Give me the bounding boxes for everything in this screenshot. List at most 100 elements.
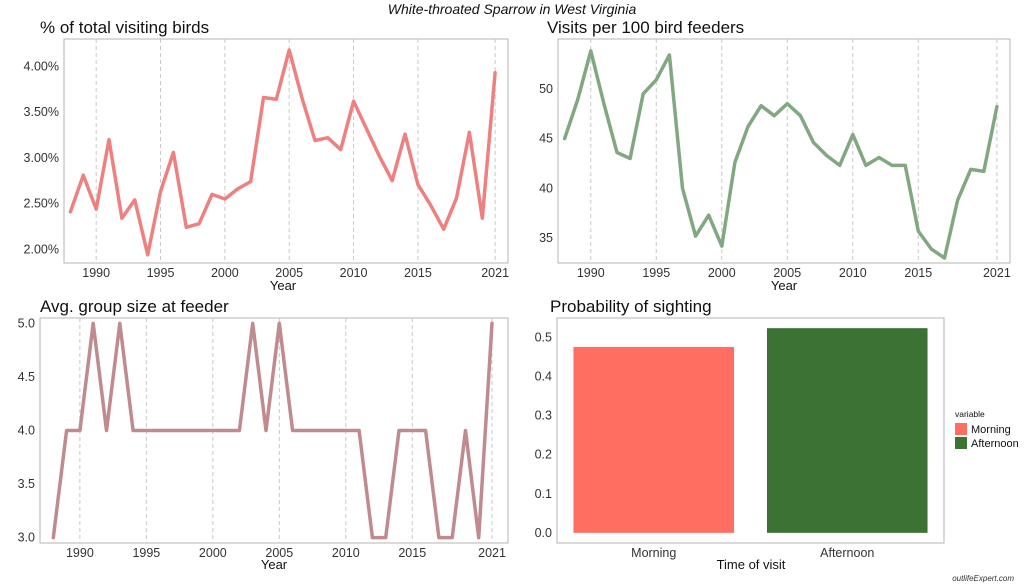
- panel-4-title: Probability of sighting: [550, 297, 712, 316]
- data-point: [262, 96, 265, 99]
- data-point: [477, 536, 480, 539]
- data-point: [450, 536, 454, 539]
- data-point: [278, 322, 281, 325]
- data-point: [318, 429, 321, 432]
- y-tick-label: 3.5: [18, 477, 35, 491]
- data-point: [481, 217, 484, 220]
- legend-swatch-morning: [955, 423, 967, 435]
- data-point: [628, 157, 632, 160]
- data-point: [681, 187, 684, 190]
- data-point: [331, 429, 334, 432]
- y-tick-label: 3.00%: [24, 151, 59, 165]
- panel-1-plot-area: [63, 38, 509, 264]
- data-point: [589, 49, 592, 53]
- legend: variable Morning Afternoon: [955, 409, 1019, 450]
- data-point: [82, 174, 85, 177]
- data-point: [69, 210, 72, 213]
- credit-text: outlifeExpert.com: [952, 574, 1014, 583]
- data-point: [326, 136, 330, 139]
- y-tick-label: 45: [539, 132, 553, 146]
- y-tick-label: 40: [539, 181, 553, 195]
- data-point: [107, 138, 111, 141]
- x-tick-label: 2010: [332, 546, 360, 560]
- x-tick-label: 2005: [275, 266, 303, 280]
- data-point: [105, 429, 108, 432]
- data-point: [224, 429, 228, 432]
- data-point: [437, 536, 441, 539]
- panel-3-plot-area: [39, 317, 509, 544]
- data-point: [198, 429, 201, 432]
- data-point: [172, 151, 175, 154]
- x-tick-label: 1995: [132, 546, 160, 560]
- data-point: [304, 429, 308, 432]
- data-point: [288, 48, 291, 52]
- x-tick-label: 1990: [66, 546, 94, 560]
- panel-4-x-axis-label: Time of visit: [717, 557, 786, 572]
- data-point: [851, 133, 854, 136]
- data-point: [118, 322, 121, 325]
- data-point: [982, 170, 985, 173]
- x-tick-label: 2015: [404, 266, 432, 280]
- data-point: [275, 98, 278, 101]
- panel-3: Avg. group size at feeder 3.0 3.5 4.0 4.5 5.…: [18, 297, 509, 572]
- data-point: [576, 98, 579, 101]
- data-point: [357, 429, 361, 432]
- data-point: [930, 247, 933, 251]
- data-point: [969, 168, 972, 171]
- data-point: [464, 429, 467, 432]
- x-tick-label: Morning: [631, 546, 676, 560]
- data-point: [159, 190, 162, 193]
- y-tick-label: 35: [539, 231, 553, 245]
- y-tick-label: 50: [539, 82, 553, 96]
- x-tick-label: 2021: [481, 266, 509, 280]
- data-point: [197, 222, 201, 225]
- x-tick-label: 1990: [82, 266, 110, 280]
- figure-title: White-throated Sparrow in West Virginia: [388, 1, 637, 17]
- panel-2-marks: [562, 49, 999, 260]
- x-tick-label: 2015: [904, 266, 932, 280]
- bar-afternoon: [766, 328, 928, 533]
- data-point: [211, 429, 215, 432]
- series-line: [68, 48, 497, 257]
- data-point: [864, 164, 868, 167]
- panel-4: Probability of sighting 0.00.10.20.30.40…: [535, 297, 1019, 572]
- data-point: [890, 164, 894, 167]
- legend-label-morning: Morning: [971, 424, 1011, 436]
- y-tick-label: 0.4: [535, 370, 552, 384]
- panel-2-x-ticks: 1990 1995 2000 2005 2010 2015 2021: [577, 266, 1011, 280]
- data-point: [313, 139, 317, 142]
- x-tick-label: 2010: [839, 266, 867, 280]
- x-tick-label: 2015: [398, 546, 426, 560]
- y-tick-label: 3.50%: [24, 105, 59, 119]
- data-point: [825, 154, 828, 157]
- series-line: [562, 49, 999, 260]
- panel-2-plot-area: [557, 38, 1011, 264]
- data-point: [171, 429, 175, 432]
- data-point: [185, 226, 188, 229]
- data-point: [493, 71, 497, 75]
- data-point: [384, 536, 387, 539]
- data-point: [812, 141, 815, 144]
- data-point: [185, 429, 188, 432]
- x-tick-label: 2000: [211, 266, 239, 280]
- x-tick-label: 2000: [199, 546, 227, 560]
- data-point: [65, 429, 68, 432]
- panel-4-marks: [573, 328, 928, 533]
- x-tick-label: 1995: [642, 266, 670, 280]
- panel-1-y-ticks: 2.00% 2.50% 3.00% 3.50% 4.00%: [24, 59, 59, 256]
- y-tick-label: 0.5: [535, 331, 552, 345]
- x-tick-label: 1990: [577, 266, 605, 280]
- data-point: [300, 97, 304, 100]
- data-point: [133, 198, 136, 202]
- x-tick-label: 2005: [773, 266, 801, 280]
- x-tick-label: 2021: [983, 266, 1011, 280]
- x-tick-label: Afternoon: [820, 546, 874, 560]
- data-point: [120, 217, 124, 220]
- data-point: [339, 148, 342, 151]
- data-point: [903, 164, 907, 167]
- data-point: [995, 105, 999, 108]
- data-point: [746, 125, 750, 128]
- panel-4-x-ticks: Morning Afternoon: [631, 546, 874, 560]
- data-point: [772, 114, 776, 117]
- data-point: [146, 253, 149, 256]
